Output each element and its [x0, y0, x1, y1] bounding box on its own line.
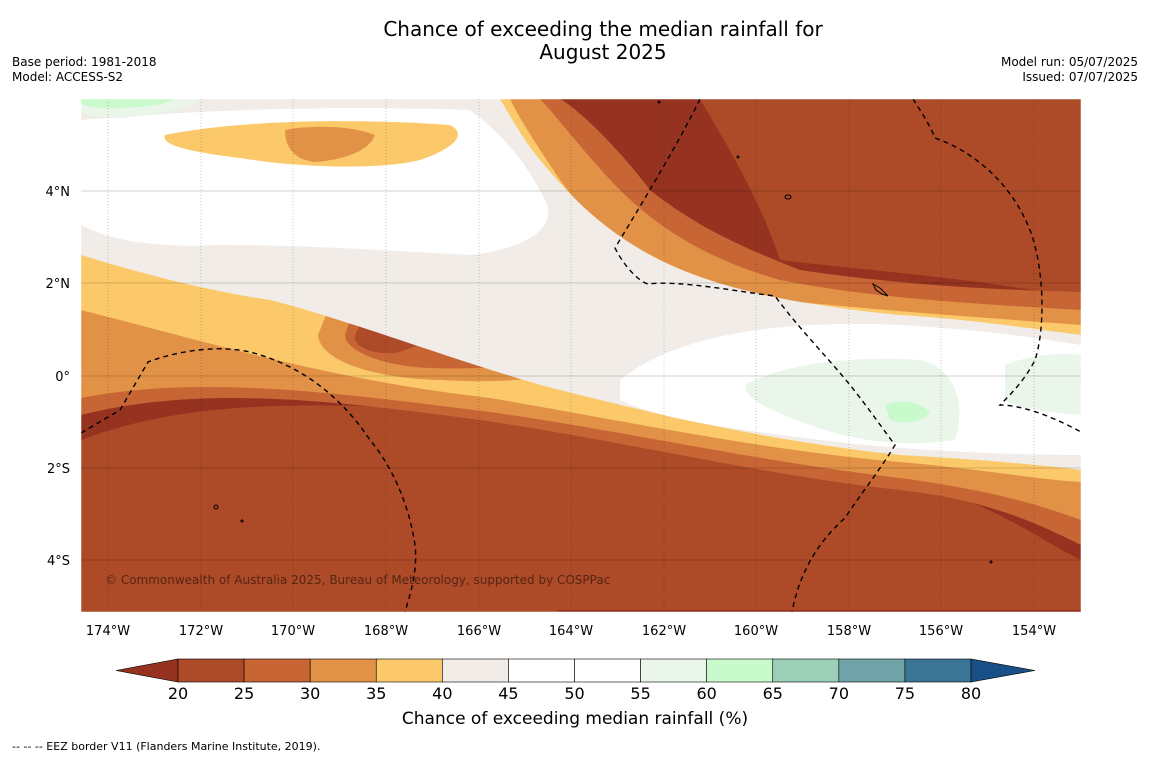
plot-frame: [80, 98, 1082, 613]
colorbar-segment: [309, 658, 377, 683]
colorbar: 20 25 30 35 40 45 50 55 60 65 70 75 80: [115, 658, 1036, 703]
lon-label: 170°W: [271, 624, 315, 639]
colorbar-tick-label: 20: [168, 684, 188, 703]
band-south-west: [81, 572, 560, 612]
colorbar-tick-label: 25: [234, 684, 254, 703]
blob-30-35-north: [285, 126, 375, 162]
colorbar-segment: [243, 658, 311, 683]
lon-label: 162°W: [642, 624, 686, 639]
lat-label: 4°S: [47, 554, 70, 569]
base-period: Base period: 1981-2018: [12, 55, 157, 69]
lon-label: 174°W: [86, 624, 130, 639]
colorbar-segment: [706, 658, 774, 683]
title-line-2: August 2025: [539, 40, 667, 64]
colorbar-tick-label: 80: [961, 684, 981, 703]
colorbar-segment: [375, 658, 443, 683]
lon-label: 158°W: [827, 624, 871, 639]
colorbar-tick-label: 60: [696, 684, 716, 703]
run-info: Model run: 05/07/2025 Issued: 07/07/2025: [1001, 55, 1138, 85]
graticule: [81, 99, 1081, 612]
eez-footnote: -- -- -- EEZ border V11 (Flanders Marine…: [12, 740, 321, 753]
lon-label: 166°W: [457, 624, 501, 639]
longitude-labels: 174°W 172°W 170°W 168°W 166°W 164°W 162°W 160°W…: [86, 624, 1056, 639]
colorbar-tick-label: 30: [300, 684, 320, 703]
colorbar-overflow: [970, 658, 1036, 683]
latitude-labels: 4°N 2°N 0° 2°S 4°S: [46, 185, 71, 569]
colorbar-segment: [838, 658, 906, 683]
lat-label: 0°: [55, 370, 70, 385]
map-title: Chance of exceeding the median rainfall …: [300, 18, 906, 64]
islands: [213, 100, 993, 564]
lon-label: 154°W: [1012, 624, 1056, 639]
lon-label: 164°W: [549, 624, 593, 639]
colorbar-label: Chance of exceeding median rainfall (%): [401, 709, 749, 729]
colorbar-underflow: [115, 658, 179, 683]
rainfall-field: [81, 99, 1081, 612]
colorbar-tick-label: 55: [630, 684, 650, 703]
colorbar-tick-label: 35: [366, 684, 386, 703]
colorbar-tick-label: 50: [564, 684, 584, 703]
band-60-65: [885, 401, 930, 423]
lon-label: 160°W: [734, 624, 778, 639]
band-60-65-north: [81, 99, 175, 108]
lat-label: 2°S: [47, 462, 70, 477]
colorbar-segment: [772, 658, 840, 683]
lon-label: 172°W: [179, 624, 223, 639]
colorbar-tick-label: 65: [763, 684, 783, 703]
eez-borders: [80, 98, 1082, 613]
colorbar-segment: [640, 658, 707, 683]
colorbar-segment: [508, 658, 575, 683]
issued-date: Issued: 07/07/2025: [1022, 70, 1138, 84]
band-55-60-far-east: [1005, 353, 1081, 415]
model-name: Model: ACCESS-S2: [12, 70, 124, 84]
model-info: Base period: 1981-2018 Model: ACCESS-S2: [12, 55, 157, 85]
colorbar-segment: [442, 658, 509, 683]
lat-label: 4°N: [46, 185, 71, 200]
colorbar-tick-label: 45: [498, 684, 518, 703]
colorbar-segment: [904, 658, 972, 683]
lon-label: 156°W: [919, 624, 963, 639]
band-20-25: [81, 99, 1081, 612]
colorbar-tick-label: 40: [432, 684, 452, 703]
title-line-1: Chance of exceeding the median rainfall …: [383, 17, 823, 41]
model-run: Model run: 05/07/2025: [1000, 55, 1138, 69]
copyright-note: © Commonwealth of Australia 2025, Bureau…: [105, 573, 610, 587]
lat-label: 2°N: [46, 277, 71, 292]
lon-label: 168°W: [364, 624, 408, 639]
colorbar-tick-label: 70: [829, 684, 849, 703]
colorbar-tick-label: 75: [895, 684, 915, 703]
colorbar-segment: [574, 658, 641, 683]
colorbar-segment: [177, 658, 245, 683]
